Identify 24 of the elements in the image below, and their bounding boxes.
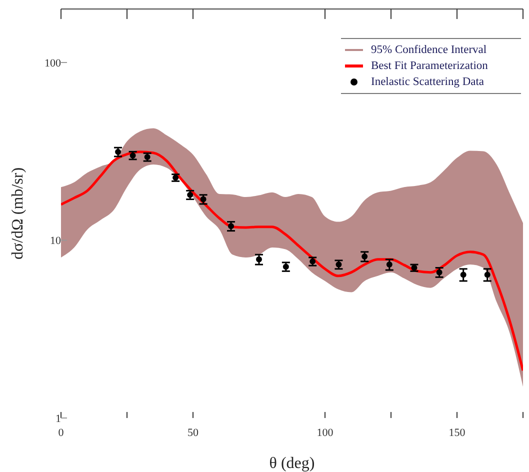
legend-label: Inelastic Scattering Data <box>371 75 484 90</box>
point <box>172 174 179 181</box>
point <box>228 223 234 230</box>
point <box>411 264 418 271</box>
point <box>362 254 368 260</box>
x-axis-title: θ (deg) <box>269 455 315 472</box>
legend-label: Best Fit Parameterization <box>371 59 488 74</box>
x-tick-label: 100 <box>316 426 334 439</box>
x-tick-label: 150 <box>448 426 466 439</box>
point <box>386 262 392 268</box>
point <box>484 272 490 278</box>
point <box>436 269 442 276</box>
point <box>200 196 206 202</box>
point <box>115 148 122 155</box>
x-tick-label: 0 <box>58 426 64 439</box>
point <box>187 192 194 198</box>
y-tick-label: 10 <box>50 235 62 248</box>
legend-label: 95% Confidence Interval <box>371 43 487 58</box>
y-tick-label: 1 <box>56 412 61 425</box>
y-axis-title: dσ/dΩ (mb/sr) <box>10 167 27 260</box>
point <box>460 272 466 278</box>
y-tick-label: 100 <box>44 57 62 70</box>
point <box>256 256 262 262</box>
x-tick-label: 50 <box>188 426 199 439</box>
